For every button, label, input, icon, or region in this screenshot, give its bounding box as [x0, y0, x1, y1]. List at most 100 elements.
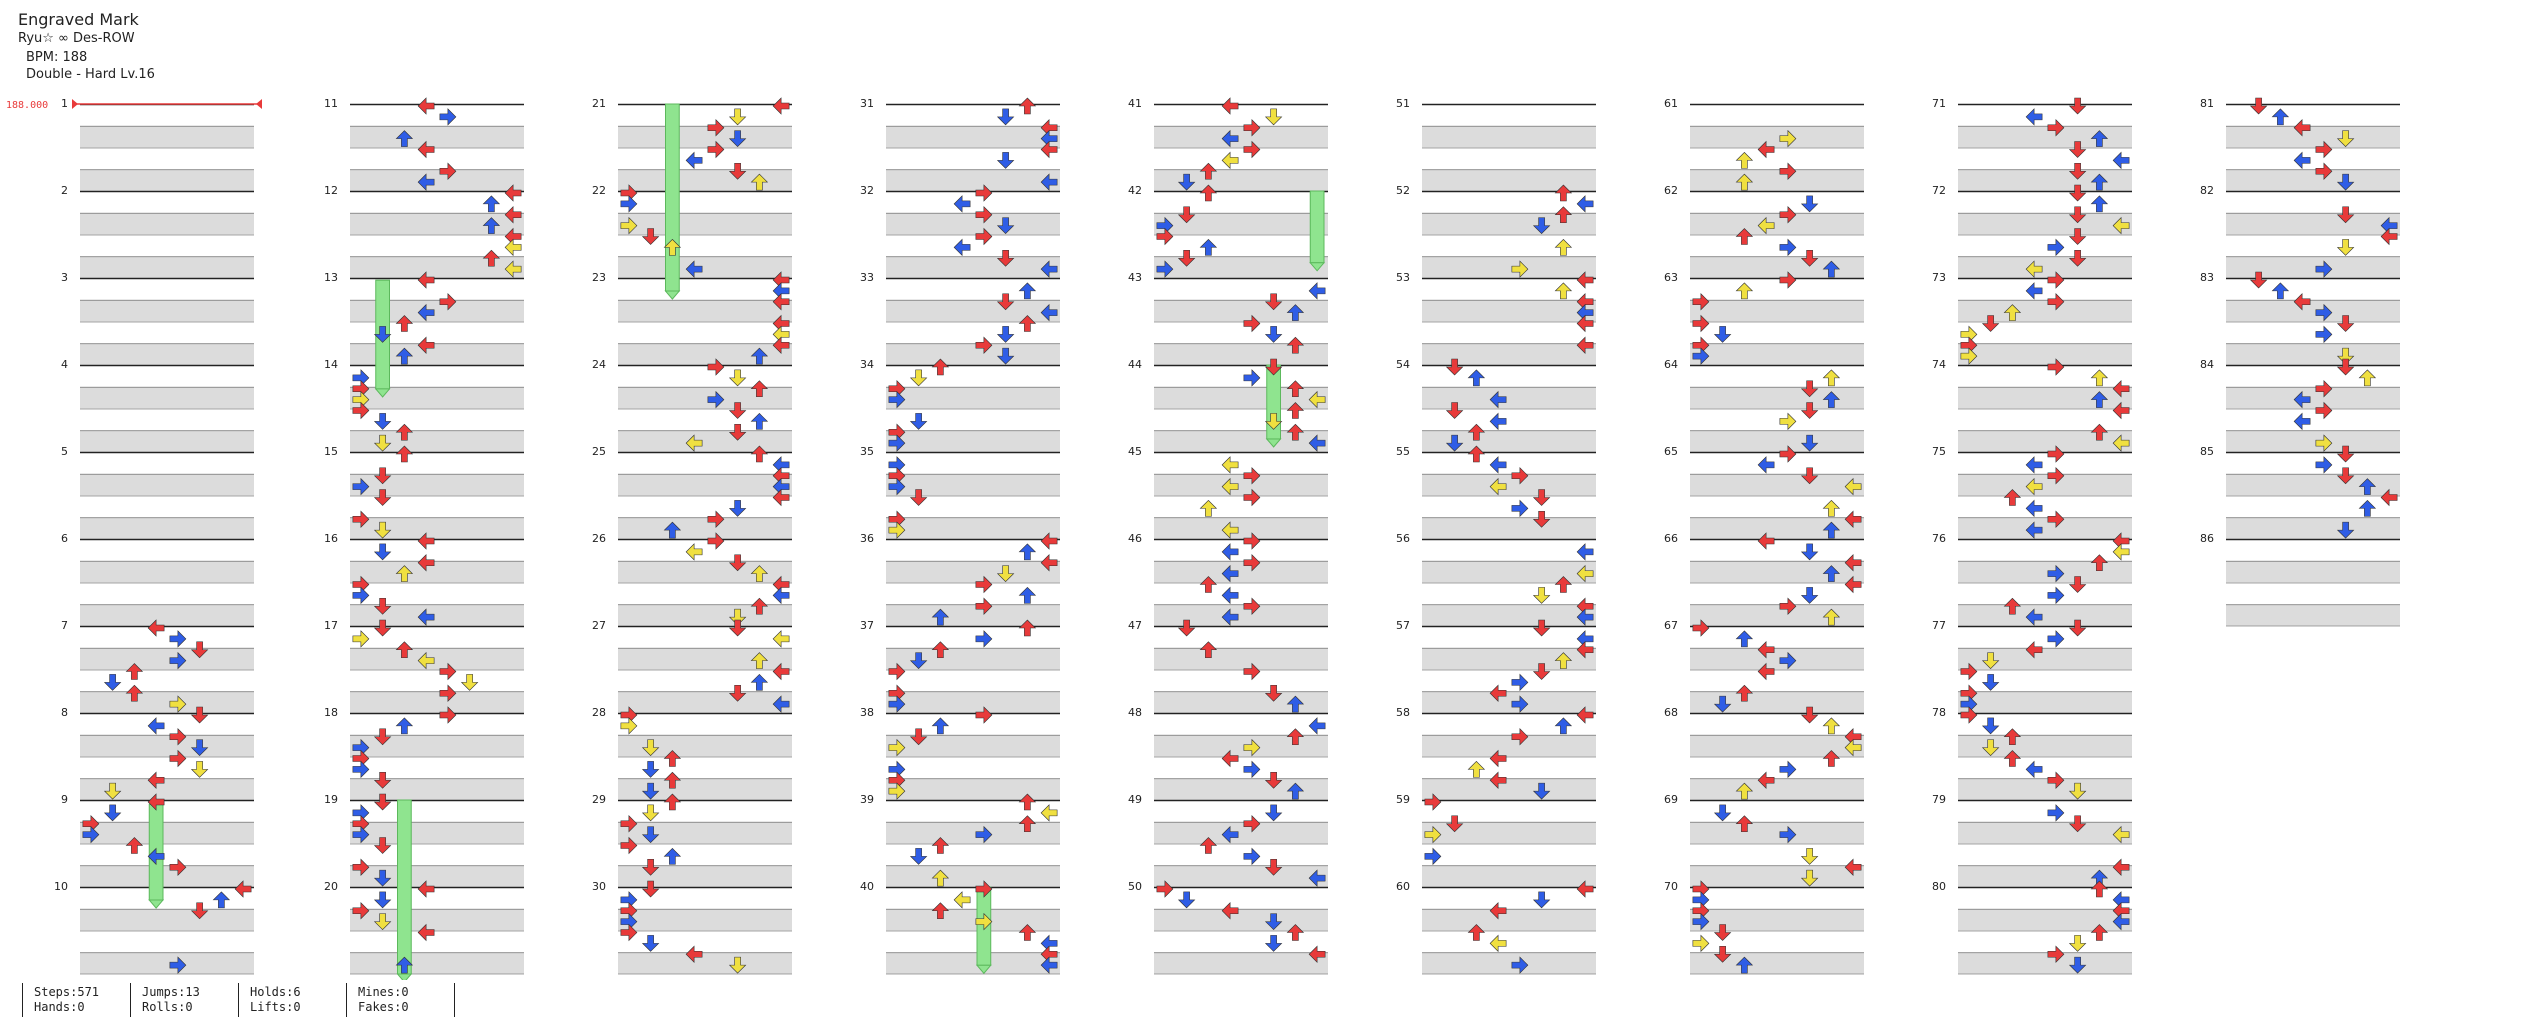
measure-number: 61	[1664, 97, 1678, 110]
step-arrow	[352, 825, 370, 844]
arrow-shape	[707, 390, 725, 409]
arrow-shape	[1308, 945, 1326, 963]
arrow-shape	[1735, 956, 1754, 974]
step-arrow	[1264, 358, 1283, 376]
arrow-shape	[2336, 347, 2355, 365]
step-arrow	[663, 521, 682, 539]
step-arrow	[352, 586, 370, 605]
step-arrow	[2068, 184, 2087, 202]
step-arrow	[1576, 641, 1594, 659]
measure-number: 47	[1128, 619, 1142, 632]
arrow-shape	[2336, 358, 2355, 376]
beat-band	[2226, 560, 2400, 583]
step-arrow	[1199, 641, 1218, 659]
step-arrow	[2293, 412, 2311, 431]
arrow-shape	[1199, 576, 1218, 593]
arrow-shape	[1692, 314, 1710, 333]
beat-band	[1154, 169, 1328, 191]
arrow-shape	[1221, 456, 1239, 474]
arrow-shape	[1735, 282, 1754, 300]
arrow-shape	[190, 739, 209, 757]
arrow-shape	[931, 902, 950, 920]
arrow-shape	[1800, 195, 1819, 213]
arrow-shape	[1243, 532, 1261, 550]
arrow-shape	[2025, 499, 2043, 518]
step-arrow	[2068, 141, 2087, 158]
arrow-shape	[1735, 815, 1754, 833]
arrow-shape	[772, 293, 790, 311]
arrow-shape	[1757, 216, 1775, 235]
step-arrow	[147, 619, 165, 637]
beat-band	[1958, 430, 2132, 452]
step-arrow	[1243, 738, 1261, 757]
step-arrow	[1735, 282, 1754, 300]
arrow-shape	[1779, 412, 1797, 431]
step-arrow	[439, 108, 457, 126]
step-arrow	[728, 108, 747, 126]
arrow-shape	[190, 641, 209, 659]
beat-band	[886, 125, 1060, 148]
step-arrow	[1692, 293, 1710, 311]
arrow-shape	[1199, 837, 1218, 854]
arrow-shape	[373, 869, 392, 887]
step-arrow	[1040, 303, 1058, 322]
arrow-shape	[169, 956, 187, 974]
hold-body	[1309, 190, 1325, 264]
arrow-shape	[2025, 521, 2043, 539]
step-arrow	[1981, 717, 2000, 735]
arrow-shape	[2025, 608, 2043, 626]
step-arrow	[2271, 108, 2290, 126]
step-arrow	[772, 97, 790, 115]
arrow-shape	[728, 402, 747, 419]
step-arrow	[2112, 401, 2130, 420]
step-arrow	[1779, 206, 1797, 224]
measure-number: 32	[860, 184, 874, 197]
arrow-shape	[504, 184, 522, 202]
step-arrow	[2090, 195, 2109, 213]
arrow-shape	[1243, 662, 1261, 681]
arrow-shape	[1308, 717, 1326, 735]
arrow-shape	[1243, 847, 1261, 866]
beat-band	[1690, 908, 1864, 931]
arrow-shape	[352, 902, 370, 920]
step-arrow	[1018, 543, 1037, 561]
step-arrow	[1308, 717, 1326, 735]
step-arrow	[2336, 358, 2355, 376]
arrow-shape	[2112, 434, 2130, 452]
step-arrow	[2112, 858, 2130, 876]
arrow-shape	[931, 608, 950, 626]
measure-number: 13	[324, 271, 338, 284]
arrow-shape	[1532, 663, 1551, 680]
step-arrow	[125, 684, 144, 702]
arrow-shape	[1489, 477, 1507, 496]
step-arrow	[728, 500, 747, 517]
beat-band	[1958, 560, 2132, 583]
arrow-shape	[2047, 358, 2065, 376]
step-arrow	[395, 717, 414, 735]
step-arrow	[1264, 771, 1283, 789]
step-arrow	[417, 97, 435, 115]
step-arrow	[1199, 162, 1218, 180]
beat-band	[1154, 125, 1328, 148]
step-arrow	[352, 401, 370, 420]
arrow-shape	[750, 652, 769, 669]
beat-band	[1958, 908, 2132, 931]
arrow-shape	[1264, 358, 1283, 376]
measure-number: 42	[1128, 184, 1142, 197]
arrow-shape	[2090, 130, 2109, 147]
arrow-shape	[975, 597, 993, 615]
measure-number: 8	[61, 706, 68, 719]
arrow-shape	[2315, 456, 2333, 474]
beat-band	[2226, 343, 2400, 365]
beat-band	[80, 212, 254, 235]
arrow-shape	[2315, 140, 2333, 159]
arrow-shape	[707, 532, 725, 550]
arrow-shape	[1779, 597, 1797, 615]
step-arrow	[1554, 576, 1573, 593]
step-arrow	[2003, 728, 2022, 746]
step-arrow	[772, 695, 790, 713]
arrow-shape	[1757, 662, 1775, 681]
arrow-shape	[2336, 130, 2355, 148]
arrow-shape	[685, 434, 703, 452]
step-arrow	[482, 249, 501, 267]
